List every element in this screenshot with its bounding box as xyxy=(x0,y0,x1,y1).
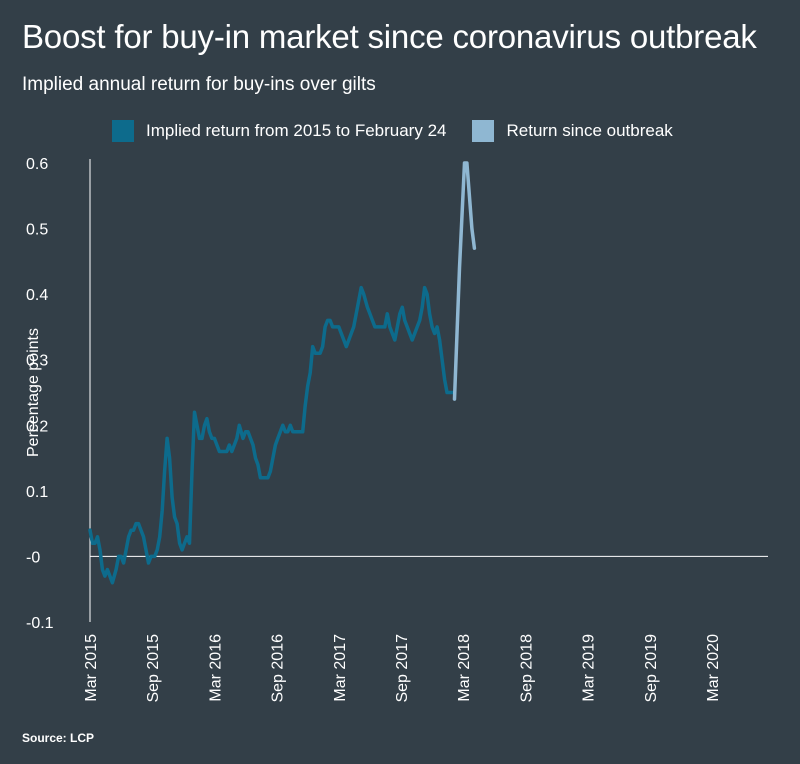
x-tick-label: Mar 2017 xyxy=(332,634,349,702)
legend-label-pre: Implied return from 2015 to February 24 xyxy=(146,121,447,140)
x-tick-label: Mar 2015 xyxy=(83,634,100,702)
y-tick-label: 0.5 xyxy=(26,222,48,239)
chart-title: Boost for buy-in market since coronaviru… xyxy=(22,18,757,55)
x-tick-label: Sep 2015 xyxy=(145,634,162,703)
y-tick-label: 0.3 xyxy=(26,353,48,370)
y-tick-label: -0 xyxy=(26,549,40,566)
legend-label-post: Return since outbreak xyxy=(506,121,673,140)
legend-swatch-post xyxy=(472,120,495,142)
x-tick-label: Sep 2018 xyxy=(518,634,535,703)
y-tick-label: 0.2 xyxy=(26,418,48,435)
source-note: Source: LCP xyxy=(22,731,95,745)
x-tick-label: Mar 2016 xyxy=(207,634,224,702)
legend-item-pre: Implied return from 2015 to February 24 xyxy=(112,120,446,142)
y-axis-title: Percentage points xyxy=(25,328,42,457)
series-line-0 xyxy=(88,285,457,585)
x-tick-label: Sep 2019 xyxy=(643,634,660,703)
x-tick-label: Sep 2017 xyxy=(394,634,411,703)
y-tick-label: 0.1 xyxy=(26,484,48,501)
legend-item-post: Return since outbreak xyxy=(472,120,673,142)
x-tick-label: Mar 2019 xyxy=(581,634,598,702)
legend: Implied return from 2015 to February 24 … xyxy=(112,120,699,142)
x-tick-label: Mar 2018 xyxy=(456,634,473,702)
y-tick-label: 0.4 xyxy=(26,287,48,304)
chart-subtitle: Implied annual return for buy-ins over g… xyxy=(22,74,376,95)
x-tick-label: Mar 2020 xyxy=(705,634,722,702)
y-tick-label: 0.6 xyxy=(26,156,48,173)
x-tick-label: Sep 2016 xyxy=(270,634,287,703)
legend-swatch-pre xyxy=(112,120,134,142)
series-line-1 xyxy=(452,161,477,401)
y-tick-label: -0.1 xyxy=(26,615,54,632)
